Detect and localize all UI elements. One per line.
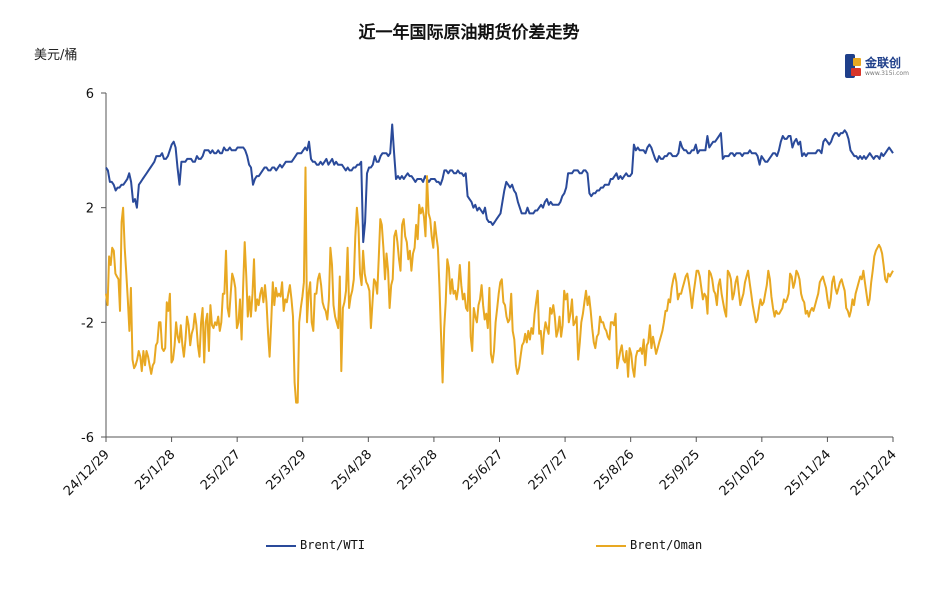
- series-line-brent-wti: [105, 123, 894, 244]
- series-line-brent-oman: [105, 166, 894, 404]
- legend-swatch-brent-wti: [266, 544, 296, 547]
- legend-label-brent-wti: Brent/WTI: [300, 538, 366, 552]
- x-tick-label: 25/6/27: [460, 447, 506, 493]
- x-tick-label: 25/9/25: [657, 447, 703, 493]
- x-tick-label: 24/12/29: [61, 447, 113, 499]
- logo-mark-icon: [845, 54, 861, 78]
- y-axis-unit-label: 美元/桶: [34, 48, 78, 63]
- x-tick-label: 25/1/28: [132, 447, 178, 493]
- x-tick-label: 25/12/24: [848, 447, 900, 499]
- chart-series: [105, 123, 894, 404]
- legend-item-brent-oman: Brent/Oman: [596, 538, 702, 552]
- legend-swatch-brent-oman: [596, 544, 626, 547]
- brand-logo: 金联创 www.315i.com: [843, 50, 913, 84]
- legend-item-brent-wti: Brent/WTI: [266, 538, 365, 552]
- x-tick-label: 25/4/28: [329, 447, 375, 493]
- x-tick-label: 25/10/25: [717, 447, 769, 499]
- logo-name: 金联创: [865, 56, 902, 70]
- chart-title: 近一年国际原油期货价差走势: [358, 23, 580, 43]
- x-tick-label: 25/5/28: [395, 447, 441, 493]
- y-tick-label: 2: [86, 202, 94, 217]
- y-tick-label: -2: [81, 316, 94, 331]
- legend-label-brent-oman: Brent/Oman: [630, 538, 703, 552]
- x-tick-label: 25/8/26: [591, 447, 637, 493]
- x-tick-label: 25/3/29: [264, 447, 310, 493]
- y-tick-label: 6: [86, 87, 94, 102]
- x-tick-label: 25/11/24: [782, 447, 834, 499]
- x-tick-label: 25/2/27: [198, 447, 244, 493]
- y-tick-label: -6: [81, 431, 94, 446]
- x-tick-label: 25/7/27: [526, 447, 572, 493]
- logo-url: www.315i.com: [865, 70, 909, 77]
